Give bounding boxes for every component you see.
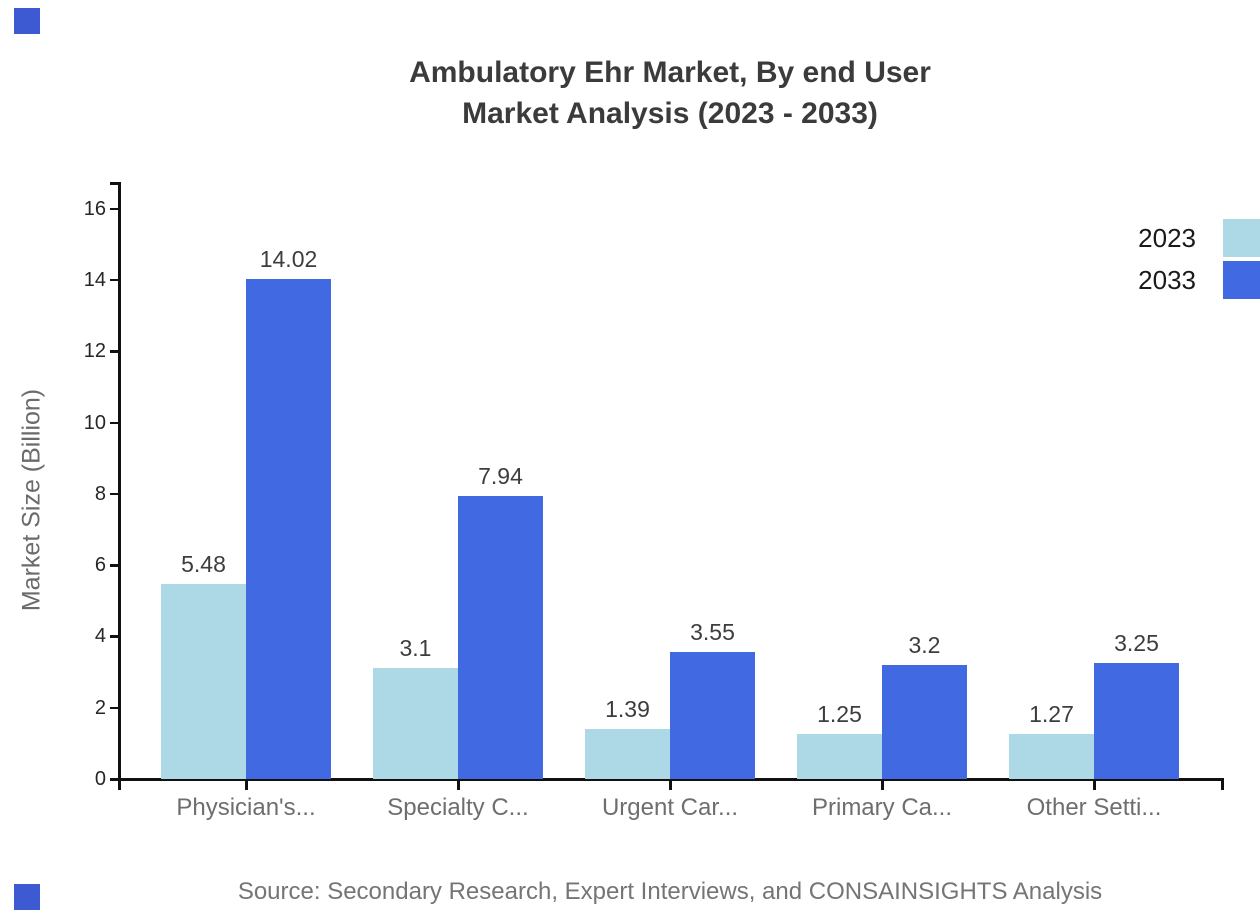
y-tick-label-10: 10 — [83, 411, 106, 434]
x-category-label-3: Primary Ca... — [811, 794, 952, 821]
y-tick-2 — [110, 706, 120, 710]
y-tick-label-4: 4 — [94, 625, 106, 648]
bar-2023-4 — [1009, 733, 1094, 779]
y-tick-10 — [110, 421, 120, 424]
value-label-2033-3: 3.2 — [908, 631, 941, 658]
bar-2023-1 — [373, 668, 458, 779]
chart-title-line2: Market Analysis (2023 - 2033) — [462, 97, 878, 130]
x-axis-line — [118, 778, 1224, 781]
y-tick-label-14: 14 — [83, 268, 106, 291]
bar-2033-4 — [1094, 663, 1179, 779]
x-category-label-1: Specialty C... — [387, 794, 529, 821]
y-tick-6 — [110, 564, 120, 567]
y-tick-label-8: 8 — [94, 482, 106, 505]
y-tick-4 — [110, 635, 120, 638]
y-tick-12 — [110, 350, 120, 353]
y-tick-16 — [110, 207, 120, 211]
source-note: Source: Secondary Research, Expert Inter… — [237, 878, 1103, 905]
value-label-2033-1: 7.94 — [478, 462, 523, 489]
value-label-2033-0: 14.02 — [259, 246, 318, 273]
legend-swatch-2033 — [1223, 261, 1260, 299]
x-category-label-0: Physician's... — [176, 794, 316, 821]
x-tick-4 — [1093, 780, 1096, 790]
bar-2023-2 — [585, 729, 670, 779]
x-tick-3 — [881, 780, 884, 790]
y-tick-label-0: 0 — [94, 768, 106, 790]
x-axis-left-cap — [118, 778, 121, 790]
y-tick-label-6: 6 — [94, 554, 106, 577]
y-axis-top-cap — [110, 182, 120, 185]
legend-label-2023: 2023 — [1138, 223, 1196, 253]
y-tick-label-2: 2 — [94, 696, 106, 719]
y-tick-label-12: 12 — [83, 340, 106, 363]
y-axis-line — [118, 182, 121, 780]
value-label-2023-0: 5.48 — [181, 550, 226, 577]
value-label-2023-2: 1.39 — [605, 696, 650, 723]
bar-2023-3 — [797, 734, 882, 779]
brand-corner-mark-bottom-left — [14, 884, 40, 910]
value-label-2023-3: 1.25 — [817, 701, 862, 728]
brand-corner-mark-top-left — [14, 8, 40, 34]
bar-2033-0 — [246, 279, 331, 779]
value-label-2023-4: 1.27 — [1029, 700, 1074, 727]
bar-2023-0 — [161, 583, 246, 779]
chart-title-line1: Ambulatory Ehr Market, By end User — [409, 56, 931, 89]
y-tick-label-16: 16 — [83, 197, 106, 220]
x-tick-1 — [457, 780, 460, 790]
y-tick-14 — [110, 278, 120, 282]
x-category-label-2: Urgent Car... — [601, 794, 739, 821]
legend-label-2033: 2033 — [1138, 265, 1196, 295]
value-label-2033-2: 3.55 — [690, 619, 735, 646]
chart-title: Ambulatory Ehr Market, By end User Marke… — [80, 52, 1260, 134]
value-label-2033-4: 3.25 — [1114, 630, 1159, 657]
x-axis-right-cap — [1221, 778, 1224, 790]
x-tick-0 — [245, 780, 248, 790]
x-tick-2 — [669, 780, 672, 790]
bar-2033-2 — [670, 652, 755, 779]
y-tick-0 — [110, 778, 120, 781]
y-tick-8 — [110, 492, 120, 496]
bar-2033-1 — [458, 495, 543, 779]
x-category-label-4: Other Setti... — [1026, 794, 1162, 821]
legend-swatch-2023 — [1223, 219, 1260, 257]
bar-2033-3 — [882, 664, 967, 779]
value-label-2023-1: 3.1 — [399, 635, 432, 662]
